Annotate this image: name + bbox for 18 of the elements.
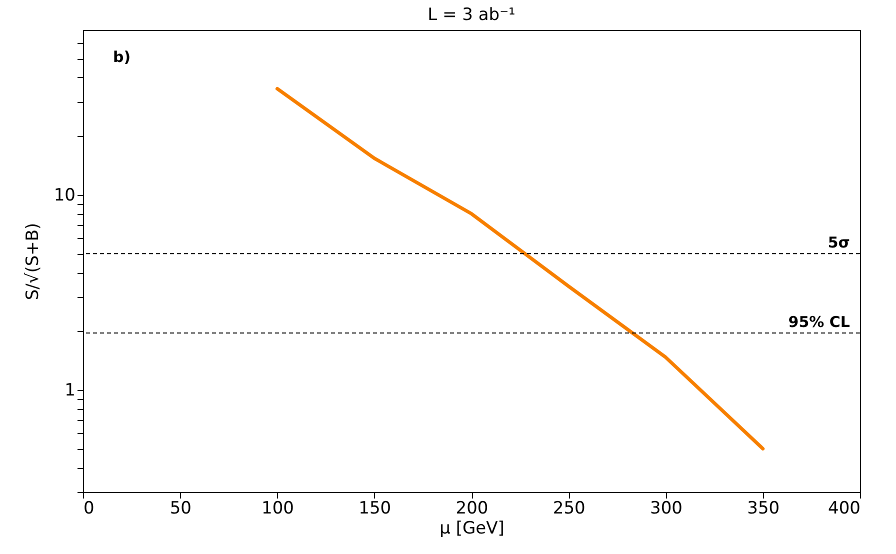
x-tick-label: 150 — [358, 498, 392, 518]
x-tick-label: 300 — [650, 498, 682, 518]
ref-line-label: 5σ — [828, 234, 850, 252]
x-tick-label: 0 — [84, 498, 94, 518]
y-tick-label: 10 — [54, 185, 76, 206]
chart-title: L = 3 ab⁻¹ — [428, 5, 516, 25]
ref-line-label: 95% CL — [788, 312, 850, 331]
y-tick-label: 1 — [64, 380, 76, 400]
y-axis-title: S/√(S+B) — [22, 222, 43, 300]
x-tick-label: 200 — [456, 498, 488, 518]
line-series — [276, 86, 765, 450]
x-tick-label: 350 — [747, 498, 780, 518]
x-tick-label: 400 — [828, 498, 860, 518]
x-tick-label: 50 — [170, 498, 192, 518]
x-tick-label: 100 — [262, 498, 294, 518]
x-axis-title: μ [GeV] — [440, 518, 504, 538]
annotation: b) — [113, 48, 131, 66]
x-tick-label: 250 — [552, 498, 586, 518]
